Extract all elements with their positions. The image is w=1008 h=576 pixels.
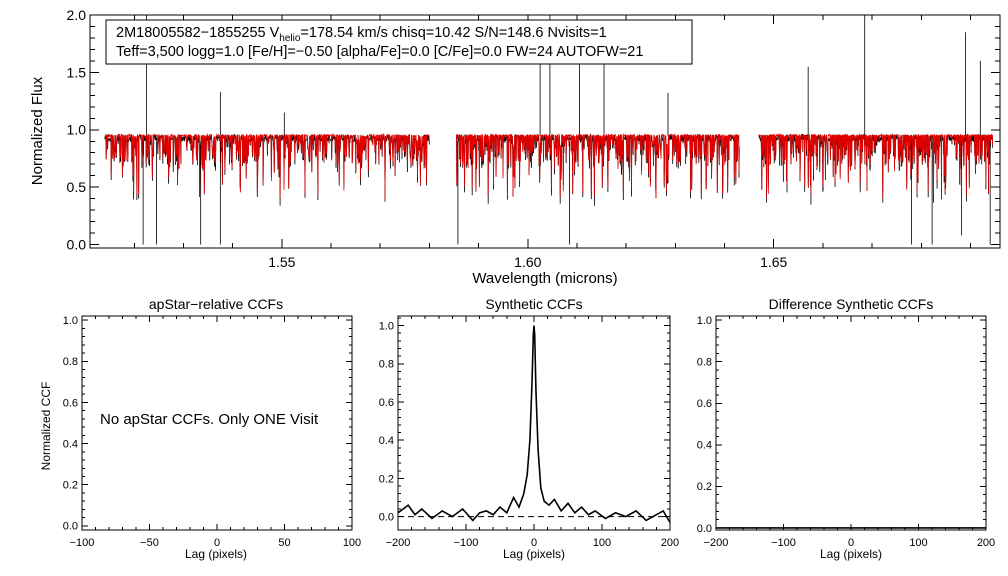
x-tick-label: −100 <box>70 537 95 549</box>
y-tick-label: 0.6 <box>697 398 712 410</box>
ccf-y-axis-label: Normalized CCF <box>39 382 53 471</box>
model-spectrum-line <box>758 132 993 198</box>
y-tick-label: 0.8 <box>379 359 394 371</box>
y-tick-label: 2.0 <box>67 7 87 23</box>
x-tick-label: 0 <box>214 537 220 549</box>
x-tick-label: 0 <box>848 537 854 549</box>
y-tick-label: 0.8 <box>63 356 78 368</box>
x-tick-label: −200 <box>704 537 729 549</box>
spectrum-annotation-line2: Teff=3,500 logg=1.0 [Fe/H]=−0.50 [alpha/… <box>116 44 643 60</box>
difference-ccf-panel: Difference Synthetic CCFs −200 −100 0 100 20… <box>697 296 995 561</box>
x-tick-label: 100 <box>593 537 611 549</box>
y-tick-label: 1.5 <box>67 64 87 80</box>
x-tick-label: 200 <box>977 537 995 549</box>
y-tick-label: 1.0 <box>67 122 87 138</box>
synthetic-ccf-title: Synthetic CCFs <box>485 296 582 312</box>
synthetic-ccf-data-layer <box>397 325 671 523</box>
y-tick-label: 0.6 <box>63 397 78 409</box>
spectrum-ticks: 1.55 1.60 1.65 0.0 0.5 1.0 1.5 2.0 <box>67 7 1000 270</box>
x-tick-label: −100 <box>771 537 796 549</box>
y-tick-label: 0.2 <box>63 480 78 492</box>
y-tick-label: 0.0 <box>67 236 87 252</box>
y-tick-label: 0.5 <box>67 179 87 195</box>
y-tick-label: 1.0 <box>697 315 712 327</box>
synthetic-ccf-line <box>397 325 671 523</box>
difference-ccf-axes-frame <box>715 315 987 531</box>
model-spectrum-line <box>456 132 740 199</box>
y-tick-label: 0.0 <box>697 523 712 535</box>
x-tick-label: 1.60 <box>514 254 541 270</box>
spectrum-axes-frame <box>89 14 1001 249</box>
y-tick-label: 0.4 <box>379 435 394 447</box>
spectrum-x-axis-label: Wavelength (microns) <box>472 270 617 287</box>
spectrum-annotation-line1: 2M18005582−1855255 Vhelio=178.54 km/s ch… <box>116 25 607 44</box>
x-tick-label: −50 <box>140 537 159 549</box>
y-tick-label: 0.6 <box>379 397 394 409</box>
y-tick-label: 0.0 <box>379 511 394 523</box>
x-tick-label: 0 <box>531 537 537 549</box>
synthetic-ccf-x-axis-label: Lag (pixels) <box>503 547 565 561</box>
apstar-ccf-ticks: −100 −50 0 50 100 0.0 0.2 0.4 0.6 0.8 1.0 <box>63 315 361 549</box>
spectrum-annotation-box <box>105 19 693 65</box>
fit-summary: =178.54 km/s chisq=10.42 S/N=148.6 Nvisi… <box>300 25 606 41</box>
y-tick-label: 0.8 <box>697 357 712 369</box>
x-tick-label: 100 <box>343 537 361 549</box>
apstar-ccf-title: apStar−relative CCFs <box>149 296 283 312</box>
v-subscript: helio <box>279 33 301 44</box>
y-tick-label: 1.0 <box>379 320 394 332</box>
spectrum-panel: 1.55 1.60 1.65 0.0 0.5 1.0 1.5 2.0 2M18005582−1… <box>29 7 1001 287</box>
apstar-ccf-panel: apStar−relative CCFs −100 −50 0 50 100 0.0 0.2… <box>39 296 361 561</box>
x-tick-label: −200 <box>386 537 411 549</box>
difference-ccf-x-axis-label: Lag (pixels) <box>820 547 882 561</box>
apstar-ccf-x-axis-label: Lag (pixels) <box>185 547 247 561</box>
x-tick-label: 50 <box>278 537 290 549</box>
y-tick-label: 0.2 <box>379 473 394 485</box>
spectrum-data-layer <box>104 15 993 245</box>
difference-ccf-title: Difference Synthetic CCFs <box>769 296 934 312</box>
synthetic-ccf-panel: Synthetic CCFs −200 −100 0 100 200 0.0 0.2 0.4 0… <box>379 296 679 561</box>
x-tick-label: −100 <box>454 537 479 549</box>
y-tick-label: 0.4 <box>697 440 712 452</box>
spectrum-y-axis-label: Normalized Flux <box>29 76 46 185</box>
x-tick-label: 100 <box>909 537 927 549</box>
y-tick-label: 0.4 <box>63 438 78 450</box>
x-tick-label: 1.55 <box>268 254 295 270</box>
x-tick-label: 200 <box>661 537 679 549</box>
y-tick-label: 0.2 <box>697 481 712 493</box>
synthetic-ccf-ticks: −200 −100 0 100 200 0.0 0.2 0.4 0.6 0.8 1.0 <box>379 316 679 549</box>
apstar-ccf-message: No apStar CCFs. Only ONE Visit <box>100 411 319 428</box>
difference-ccf-ticks: −200 −100 0 100 200 0.0 0.2 0.4 0.6 0.8 1.0 <box>697 315 995 549</box>
synthetic-ccf-axes-frame <box>397 315 671 531</box>
y-tick-label: 0.0 <box>63 521 78 533</box>
star-id-and-v: 2M18005582−1855255 V <box>116 25 280 41</box>
y-tick-label: 1.0 <box>63 315 78 327</box>
model-spectrum-line <box>104 132 430 200</box>
x-tick-label: 1.65 <box>760 254 787 270</box>
